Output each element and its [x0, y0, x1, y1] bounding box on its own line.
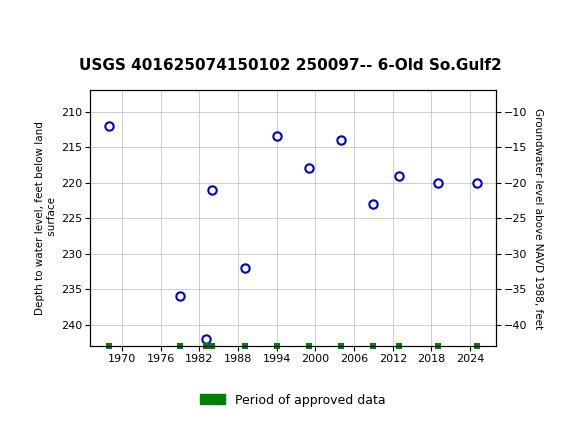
Y-axis label: Groundwater level above NAVD 1988, feet: Groundwater level above NAVD 1988, feet: [532, 108, 543, 329]
Legend: Period of approved data: Period of approved data: [195, 389, 391, 412]
Y-axis label: Depth to water level, feet below land
 surface: Depth to water level, feet below land su…: [35, 121, 57, 315]
Text: ≡USGS: ≡USGS: [9, 10, 79, 28]
Text: USGS 401625074150102 250097-- 6-Old So.Gulf2: USGS 401625074150102 250097-- 6-Old So.G…: [79, 58, 501, 73]
